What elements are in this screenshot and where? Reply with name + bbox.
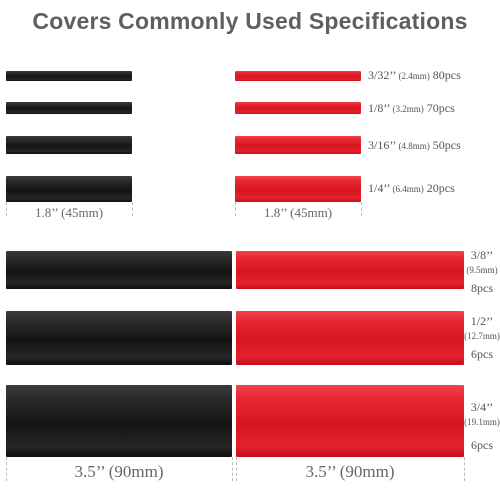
mm-text: (19.1mm) [464,417,500,427]
black-tube-small-3 [6,136,132,154]
qty-text: 6pcs [471,347,493,361]
dimension-guide [464,457,465,481]
black-tube-small-2 [6,102,132,114]
dimension-guide [6,457,7,481]
qty-text: 70pcs [426,101,455,115]
black-tube-small-1 [6,71,132,81]
qty-text: 20pcs [426,181,455,195]
red-tube-small-2 [235,102,361,114]
small-length-label-black: 1.8’’ (45mm) [34,205,104,220]
black-tube-large-1 [6,251,232,289]
qty-text: 80pcs [432,68,461,82]
mm-text: (12.7mm) [464,331,500,341]
dimension-guide [235,202,236,216]
red-tube-large-2 [236,311,464,365]
size-text: 3/32’’ [368,68,396,82]
qty-text: 50pcs [432,138,461,152]
mm-text: (6.4mm) [392,184,424,194]
mm-text: (9.5mm) [466,265,498,275]
dimension-guide [236,457,237,481]
small-tube-label-2: 1/8’’ (3.2mm) 70pcs [368,101,455,116]
mm-text: (4.8mm) [398,141,430,151]
large-tube-label-2: 1/2’’ (12.7mm) 6pcs [464,314,500,362]
page-title: Covers Commonly Used Specifications [32,8,468,34]
black-tube-large-2 [6,311,232,365]
size-text: 1/4’’ [368,181,390,195]
small-tube-label-3: 3/16’’ (4.8mm) 50pcs [368,138,461,153]
dimension-guide [361,202,362,216]
black-tube-large-3 [6,385,232,457]
qty-text: 6pcs [471,438,493,452]
small-length-label-red: 1.8’’ (45mm) [263,205,333,220]
red-tube-small-3 [235,136,361,154]
size-text: 1/2’’ [470,314,494,328]
red-tube-large-3 [236,385,464,457]
size-text: 3/8’’ [470,248,494,262]
dimension-guide [232,457,233,481]
mm-text: (3.2mm) [392,104,424,114]
black-tube-small-4 [6,176,132,202]
dimension-guide [6,202,7,216]
large-length-label-red: 3.5’’ (90mm) [305,462,395,481]
red-tube-large-1 [236,251,464,289]
small-tube-label-1: 3/32’’ (2.4mm) 80pcs [368,68,461,83]
large-length-label-black: 3.5’’ (90mm) [74,462,164,481]
red-tube-small-1 [235,71,361,81]
large-tube-label-3: 3/4’’ (19.1mm) 6pcs [464,400,500,453]
size-text: 3/16’’ [368,138,396,152]
size-text: 3/4’’ [470,400,494,414]
large-tube-label-1: 3/8’’ (9.5mm) 8pcs [464,248,500,296]
small-tube-label-4: 1/4’’ (6.4mm) 20pcs [368,181,455,196]
size-text: 1/8’’ [368,101,390,115]
dimension-guide [132,202,133,216]
qty-text: 8pcs [471,281,493,295]
mm-text: (2.4mm) [398,71,430,81]
red-tube-small-4 [235,176,361,202]
